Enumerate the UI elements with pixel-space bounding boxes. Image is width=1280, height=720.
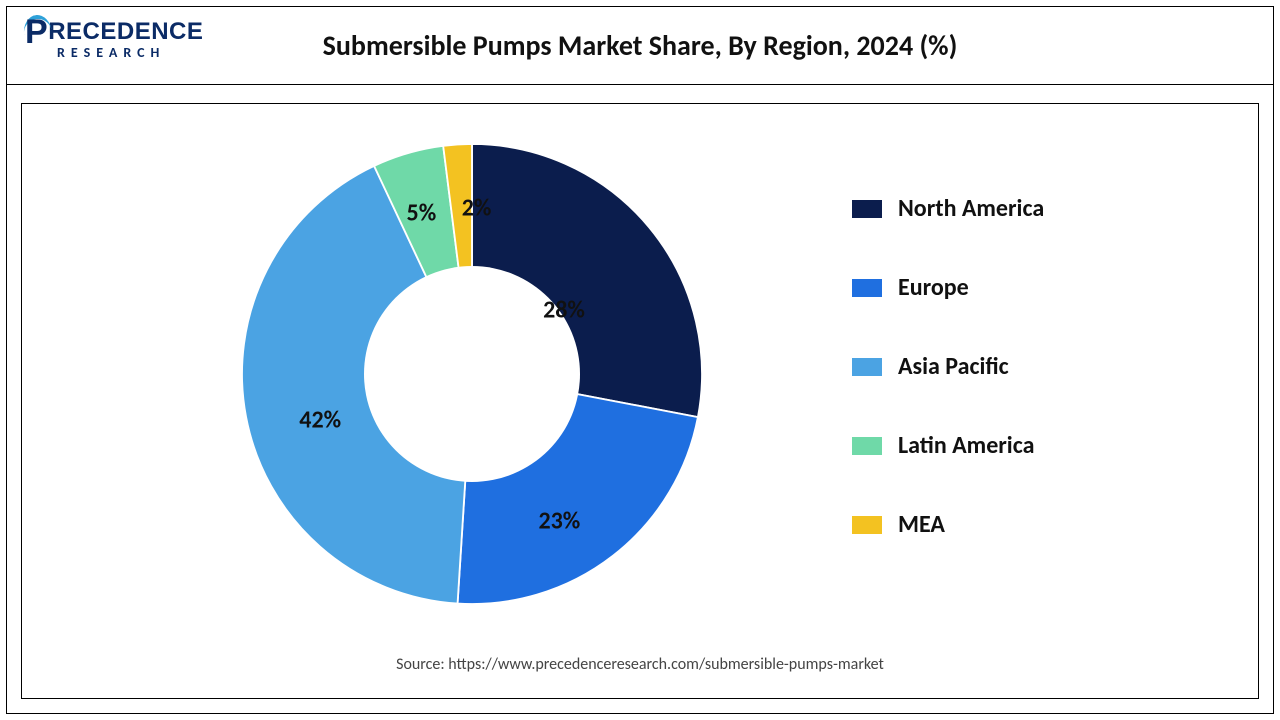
legend-label-la: Latin America xyxy=(898,431,1034,460)
logo-recedence: RECEDENCE xyxy=(48,20,203,44)
legend-swatch-na xyxy=(852,200,882,218)
legend-item-mea: MEA xyxy=(852,510,1044,539)
slice-label-mea: 2% xyxy=(462,194,492,223)
logo-sub-text: RESEARCH xyxy=(57,44,215,61)
slice-label-la: 5% xyxy=(407,199,437,228)
legend-label-eu: Europe xyxy=(898,273,969,302)
legend-label-ap: Asia Pacific xyxy=(898,352,1009,381)
logo: PRECEDENCE RESEARCH xyxy=(25,17,215,75)
legend: North America Europe Asia Pacific Latin … xyxy=(852,194,1044,539)
source-text: Source: https://www.precedenceresearch.c… xyxy=(22,655,1258,674)
logo-p-glyph: P xyxy=(25,19,48,46)
donut-chart: 28% 23% 42% 5% 2% xyxy=(242,144,702,604)
content-frame: 28% 23% 42% 5% 2% North America Europe A… xyxy=(21,103,1259,699)
slice-label-eu: 23% xyxy=(538,507,580,536)
slice-label-na: 28% xyxy=(543,295,585,324)
logo-main-text: PRECEDENCE xyxy=(25,17,215,44)
legend-swatch-mea xyxy=(852,516,882,534)
header-band: PRECEDENCE RESEARCH Submersible Pumps Ma… xyxy=(7,7,1273,85)
legend-item-ap: Asia Pacific xyxy=(852,352,1044,381)
slice-label-ap: 42% xyxy=(299,406,341,435)
legend-label-mea: MEA xyxy=(898,510,945,539)
legend-label-na: North America xyxy=(898,194,1044,223)
legend-swatch-la xyxy=(852,437,882,455)
legend-swatch-ap xyxy=(852,358,882,376)
legend-item-eu: Europe xyxy=(852,273,1044,302)
legend-item-la: Latin America xyxy=(852,431,1044,460)
legend-swatch-eu xyxy=(852,279,882,297)
outer-frame: PRECEDENCE RESEARCH Submersible Pumps Ma… xyxy=(6,6,1274,714)
legend-item-na: North America xyxy=(852,194,1044,223)
